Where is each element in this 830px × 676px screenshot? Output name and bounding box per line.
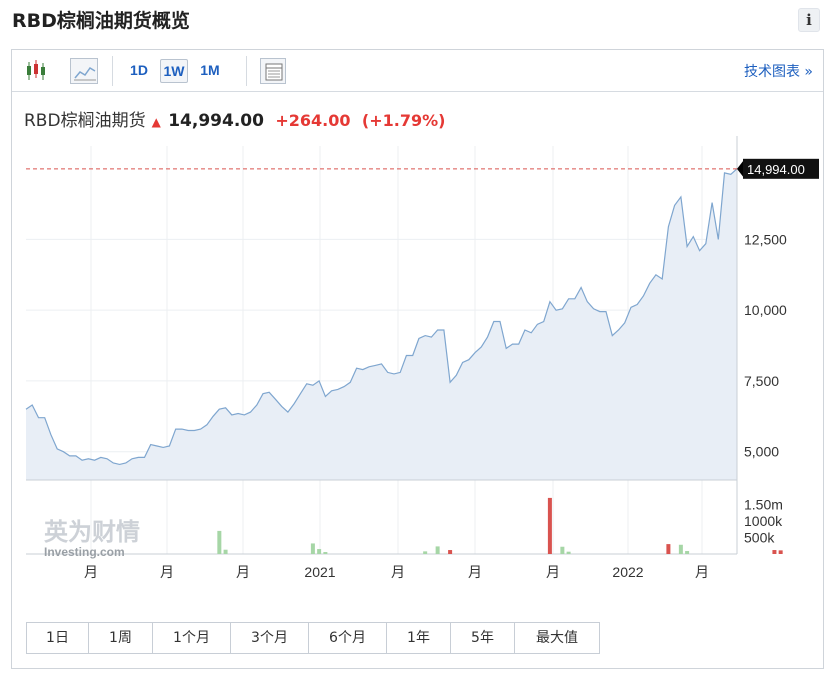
- info-button[interactable]: i: [798, 8, 820, 32]
- volume-bar: [217, 530, 222, 554]
- volume-bar: [685, 551, 690, 554]
- toolbar-divider: [112, 56, 113, 86]
- page-title: RBD棕榈油期货概览: [12, 10, 190, 32]
- volume-bar: [566, 551, 571, 554]
- volume-bar: [560, 546, 565, 554]
- volume-bar: [310, 543, 315, 554]
- volume-bar: [223, 549, 228, 554]
- volume-bar: [423, 551, 428, 554]
- x-tick-label: 月: [160, 564, 174, 580]
- watermark-cn: 英为财情: [44, 518, 140, 546]
- last-price-tag: [743, 158, 819, 179]
- candlestick-chart-icon[interactable]: [24, 58, 50, 84]
- volume-bar: [317, 549, 322, 554]
- period-1m-button[interactable]: 1M: [200, 62, 220, 78]
- range-1-month-button[interactable]: 1个月: [153, 623, 231, 653]
- volume-tick-label: 1.50m: [744, 497, 783, 513]
- x-tick-label: 月: [546, 564, 560, 580]
- table-view-icon[interactable]: [260, 58, 286, 84]
- last-price-pointer: [737, 159, 744, 178]
- range-max-button[interactable]: 最大值: [536, 630, 578, 646]
- price-change: +264.00: [275, 111, 351, 130]
- quote-line: RBD棕榈油期货 ▲ 14,994.00 +264.00 (+1.79%): [24, 106, 445, 131]
- last-price-label: 14,994.00: [747, 162, 805, 177]
- toolbar-divider: [246, 56, 247, 86]
- volume-bar: [778, 550, 783, 554]
- x-tick-label: 月: [695, 564, 709, 580]
- volume-bar: [435, 546, 440, 554]
- x-tick-label: 月: [236, 564, 250, 580]
- period-1w-button[interactable]: 1W: [160, 59, 188, 83]
- volume-bar: [448, 550, 453, 554]
- range-6-month-button[interactable]: 6个月: [309, 623, 387, 653]
- x-tick-label: 月: [391, 564, 405, 580]
- technical-chart-link[interactable]: 技术图表 »: [743, 64, 813, 80]
- last-price: 14,994.00: [168, 111, 264, 131]
- y-tick-label: 10,000: [744, 302, 787, 318]
- range-selector: 1日 1周 1个月 3个月 6个月 1年 5年 最大值: [26, 622, 600, 654]
- volume-bar: [678, 544, 683, 554]
- range-5-year-button[interactable]: 5年: [451, 623, 515, 653]
- range-1-year-button[interactable]: 1年: [387, 623, 451, 653]
- chart-toolbar: 1D 1W 1M 技术图表 »: [12, 50, 823, 92]
- area-chart-icon[interactable]: [70, 58, 98, 84]
- price-chart[interactable]: 5,000 7,500 10,000 12,500 14,994.00 1.50m1000…: [12, 50, 823, 610]
- price-area: [26, 168, 737, 481]
- range-1-week-button[interactable]: 1周: [89, 623, 153, 653]
- volume-bar: [772, 550, 777, 554]
- y-tick-label: 5,000: [744, 444, 779, 460]
- price-line: [25, 168, 738, 466]
- chart-panel: 1D 1W 1M 技术图表 » RBD棕榈油期货 ▲ 14,994.00 +264…: [11, 49, 824, 669]
- volume-bar: [323, 552, 328, 554]
- x-tick-label: 月: [84, 564, 98, 580]
- volume-bar: [547, 497, 552, 554]
- volume-tick-label: 1000k: [744, 513, 783, 529]
- y-tick-label: 12,500: [744, 231, 787, 247]
- volume-tick-label: 500k: [744, 530, 775, 546]
- price-change-percent: (+1.79%): [361, 111, 446, 130]
- y-tick-label: 7,500: [744, 373, 779, 389]
- up-arrow-icon: ▲: [151, 115, 161, 129]
- x-tick-label: 2021: [304, 564, 335, 580]
- x-tick-label: 月: [468, 564, 482, 580]
- x-tick-label: 2022: [612, 564, 643, 580]
- instrument-name: RBD棕榈油期货: [24, 111, 146, 131]
- volume-bar: [666, 544, 671, 554]
- watermark-en: Investing.com: [44, 545, 125, 559]
- range-3-month-button[interactable]: 3个月: [231, 623, 309, 653]
- period-1d-button[interactable]: 1D: [130, 62, 148, 78]
- range-1-day-button[interactable]: 1日: [27, 623, 89, 653]
